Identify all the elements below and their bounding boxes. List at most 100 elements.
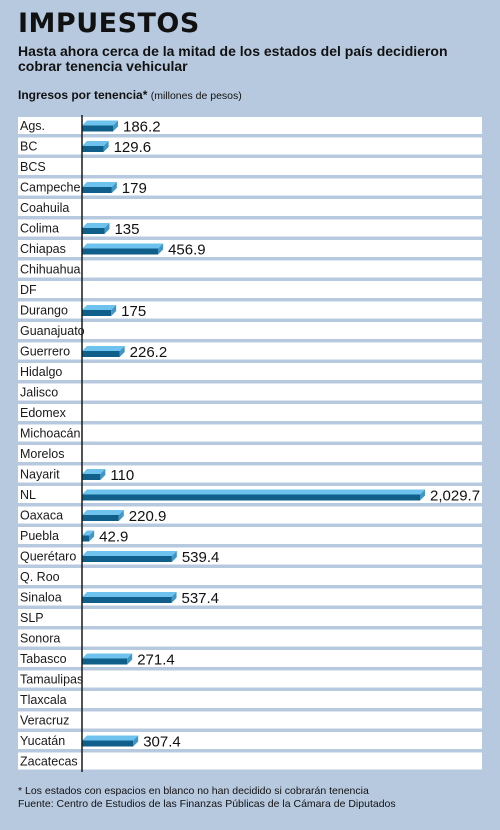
row-background [18, 609, 482, 626]
category-label: Sinaloa [20, 591, 62, 605]
category-label: Edomex [20, 406, 67, 420]
chart-heading-label: Ingresos por tenencia* [18, 88, 148, 102]
chart-heading: Ingresos por tenencia* (millones de peso… [18, 88, 242, 102]
category-label: NL [20, 488, 36, 502]
bar [82, 653, 133, 665]
category-label: Guanajuato [20, 324, 85, 338]
row-background [18, 342, 482, 360]
value-label: 226.2 [130, 344, 168, 361]
row-background [18, 650, 482, 667]
row-background [18, 465, 482, 483]
row-background [18, 670, 482, 688]
bar [82, 592, 177, 603]
bar [82, 223, 110, 234]
bar [82, 530, 95, 542]
category-label: Tamaulipas [20, 673, 83, 687]
page-subtitle: Hasta ahora cerca de la mitad de los est… [18, 43, 448, 74]
bars [82, 120, 425, 747]
row-background [18, 568, 482, 585]
category-label: SLP [20, 611, 44, 625]
bar [82, 120, 119, 132]
category-label: Chiapas [20, 242, 66, 256]
bar [82, 551, 177, 562]
category-label: BC [20, 140, 37, 154]
bar [82, 735, 139, 747]
row-background [18, 137, 482, 155]
value-labels: 186.2 129.6 179 135 456.9 175 226.2 110 2,029.7 2… [99, 119, 480, 751]
value-label: 539.4 [182, 549, 220, 566]
footnote-note: * Los estados con espacios en blanco no … [18, 785, 369, 797]
bar [82, 510, 124, 521]
category-labels: Ags. BC BCS Campeche Coahuila Colima Chiapas Ch… [20, 119, 85, 769]
bar [82, 243, 164, 255]
category-label: Chihuahua [20, 263, 81, 277]
row-background [18, 199, 482, 216]
chart-heading-unit: (millones de pesos) [150, 90, 242, 102]
category-label: Tabasco [20, 652, 67, 666]
row-background [18, 383, 482, 401]
category-label: Coahuila [20, 201, 69, 215]
category-label: DF [20, 283, 37, 297]
row-background [18, 281, 482, 298]
value-label: 271.4 [137, 652, 175, 669]
category-label: Oaxaca [20, 509, 63, 523]
footnotes: * Los estados con espacios en blanco no … [18, 785, 488, 811]
category-label: Zacatecas [20, 755, 78, 769]
category-label: Campeche [20, 181, 80, 195]
category-label: Morelos [20, 447, 64, 461]
category-label: Nayarit [20, 468, 60, 482]
category-label: Puebla [20, 529, 59, 543]
row-background [18, 752, 482, 770]
value-label: 129.6 [114, 139, 152, 156]
category-label: Yucatán [20, 734, 65, 748]
category-label: Guerrero [20, 345, 70, 359]
value-label: 2,029.7 [430, 488, 480, 505]
page-title: IMPUESTOS [18, 8, 200, 39]
row-background [18, 301, 482, 319]
row-background [18, 178, 482, 196]
bar [82, 469, 106, 480]
category-label: Jalisco [20, 386, 58, 400]
row-background [18, 260, 482, 278]
row-background [18, 445, 482, 462]
row-background [18, 506, 482, 524]
category-label: Durango [20, 304, 68, 318]
row-background [18, 711, 482, 729]
value-label: 220.9 [129, 508, 167, 525]
bar [82, 141, 109, 152]
category-label: BCS [20, 160, 46, 174]
category-label: Querétaro [20, 550, 76, 564]
category-label: Hidalgo [20, 365, 62, 379]
bar [82, 346, 125, 357]
value-label: 179 [122, 180, 147, 197]
row-background [18, 404, 482, 421]
category-label: Michoacán [20, 427, 80, 441]
value-label: 135 [114, 221, 139, 238]
footnote-source: Fuente: Centro de Estudios de las Finanz… [18, 798, 396, 810]
row-background [18, 322, 482, 339]
row-background [18, 527, 482, 544]
value-label: 186.2 [123, 119, 161, 136]
category-label: Ags. [20, 119, 45, 133]
category-label: Colima [20, 222, 59, 236]
category-label: Veracruz [20, 714, 69, 728]
value-label: 42.9 [99, 529, 128, 546]
bar [82, 182, 117, 193]
row-background [18, 424, 482, 442]
value-label: 307.4 [143, 734, 181, 751]
value-label: 456.9 [168, 242, 206, 259]
bar [82, 305, 117, 316]
row-background [18, 691, 482, 708]
row-background [18, 363, 482, 380]
value-label: 110 [110, 467, 134, 484]
row-background [18, 158, 482, 175]
row-background [18, 117, 482, 134]
value-label: 537.4 [181, 590, 219, 607]
category-label: Q. Roo [20, 570, 60, 584]
category-label: Sonora [20, 632, 60, 646]
value-label: 175 [121, 303, 146, 320]
row-background [18, 219, 482, 237]
row-background [18, 629, 482, 647]
bar [82, 489, 425, 501]
